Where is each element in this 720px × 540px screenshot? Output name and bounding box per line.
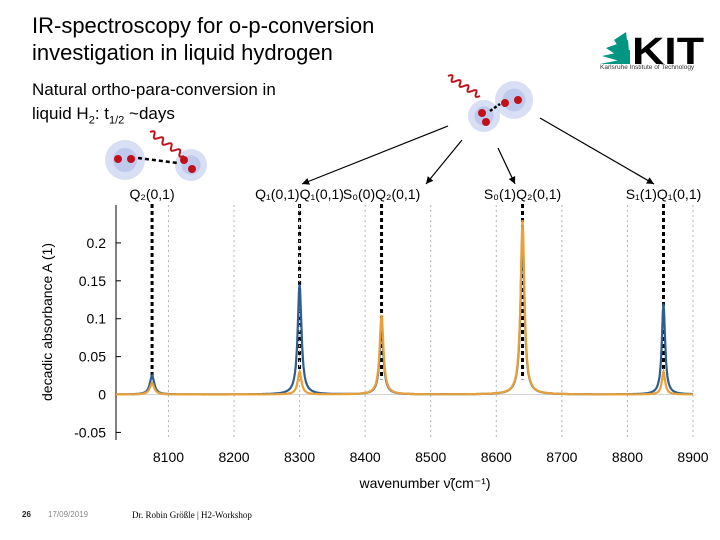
atom-right-4 <box>514 96 522 104</box>
y-tick-label-1: 0.15 <box>79 273 106 289</box>
transition-arrow-right <box>489 102 501 113</box>
y-tick-label-3: 0.05 <box>79 349 106 365</box>
peak-labels: Q₂(0,1) Q₁(0,1)Q₁(0,1)S₀(0)Q₂(0,1) S₀(1)Q₂… <box>130 186 702 380</box>
atom-left-2 <box>127 155 135 163</box>
atom-right-2 <box>482 118 490 126</box>
x-tick-label-7: 8800 <box>612 449 643 465</box>
footer-presenter: Dr. Robin Größle | H2-Workshop <box>132 510 252 520</box>
y-tick-label-4: 0 <box>98 387 106 403</box>
x-tick-label-1: 8200 <box>218 449 249 465</box>
slide-title: IR-spectroscopy for o-p-conversion inves… <box>32 12 472 66</box>
kit-logo: KIT <box>600 31 704 73</box>
slide-subtitle: Natural ortho-para-conversion in liquid … <box>32 78 276 132</box>
photon-right <box>447 74 481 98</box>
pointer-arrow-2 <box>497 147 516 185</box>
x-tick-label-0: 8100 <box>153 449 184 465</box>
footer-institute-line-1: Karlsruhe Institute of Technology <box>472 511 594 521</box>
y-tick-label-2: 0.1 <box>87 311 107 327</box>
x-tick-label-2: 8300 <box>284 449 315 465</box>
subtitle-part-a: liquid H <box>32 104 89 123</box>
title-line-2: investigation in liquid hydrogen <box>32 40 333 65</box>
molecule-diagrams <box>105 74 533 181</box>
subtitle-sub-2: 1/2 <box>109 114 125 127</box>
x-tick-label-5: 8600 <box>481 449 512 465</box>
x-axis-label: wavenumber ν̃(cm⁻¹) <box>358 475 490 491</box>
atom-left-3 <box>180 156 188 164</box>
pointer-arrow-1 <box>425 139 463 185</box>
pointer-arrow-0 <box>301 125 449 185</box>
footer-institute-line-2: IKP-TLK <box>472 524 507 534</box>
series-line-0 <box>116 231 693 396</box>
subtitle-part-b: : t <box>94 104 109 123</box>
plot-area: 0.2 0.15 0.1 0.05 0 -0.05 8100 8200 8300 8400 8500… <box>39 205 709 491</box>
x-tick-label-6: 8700 <box>546 449 577 465</box>
title-line-1: IR-spectroscopy for o-p-conversion <box>32 13 375 38</box>
molecule-left-a <box>105 140 145 180</box>
photon-left <box>149 130 185 158</box>
atom-left-4 <box>188 165 196 173</box>
kit-logo-fan-icon <box>600 32 630 64</box>
pointer-arrow-3 <box>539 117 655 185</box>
x-tick-label-8: 8900 <box>677 449 708 465</box>
kit-logo-subtext: Karlsruhe Institute of Technology <box>600 64 695 71</box>
peak-label-1: Q₁(0,1)Q₁(0,1) <box>255 186 344 202</box>
molecule-left-a-halo-inner <box>113 148 137 172</box>
y-tick-label-0: 0.2 <box>87 235 107 251</box>
x-tick-label-3: 8400 <box>350 449 381 465</box>
subtitle-sub-1: 2 <box>88 114 95 127</box>
footer: 26 17/09/2019 Dr. Robin Größle | H2-Work… <box>0 500 720 540</box>
y-axis-label: decadic absorbance A (1) <box>39 243 55 401</box>
atom-right-3 <box>501 99 509 107</box>
peak-label-2: S₀(0)Q₂(0,1) <box>343 186 420 202</box>
atom-right-1 <box>478 109 486 117</box>
peak-label-0: Q₂(0,1) <box>130 186 175 202</box>
spectrum-chart: Q₂(0,1) Q₁(0,1)Q₁(0,1)S₀(0)Q₂(0,1) S₀(1)Q₂… <box>39 74 709 491</box>
peak-label-3: S₀(1)Q₂(0,1) <box>484 186 561 202</box>
slide-number: 26 <box>22 510 31 519</box>
subtitle-line-2: liquid H2: t1/2 ~days <box>32 102 276 132</box>
y-tick-label-5: -0.05 <box>74 424 106 440</box>
footer-institute: Karlsruhe Institute of Technology IKP-TL… <box>472 510 593 536</box>
peak-label-4: S₁(1)Q₁(0,1) <box>626 186 702 202</box>
subtitle-line-1: Natural ortho-para-conversion in <box>32 80 276 99</box>
atom-left-1 <box>114 155 122 163</box>
subtitle-part-c: ~days <box>124 104 175 123</box>
series-line-1 <box>116 220 693 396</box>
pointer-arrows <box>301 117 655 185</box>
kit-logo-text: KIT <box>632 31 704 73</box>
footer-date: 17/09/2019 <box>48 510 89 519</box>
x-tick-label-4: 8500 <box>415 449 446 465</box>
